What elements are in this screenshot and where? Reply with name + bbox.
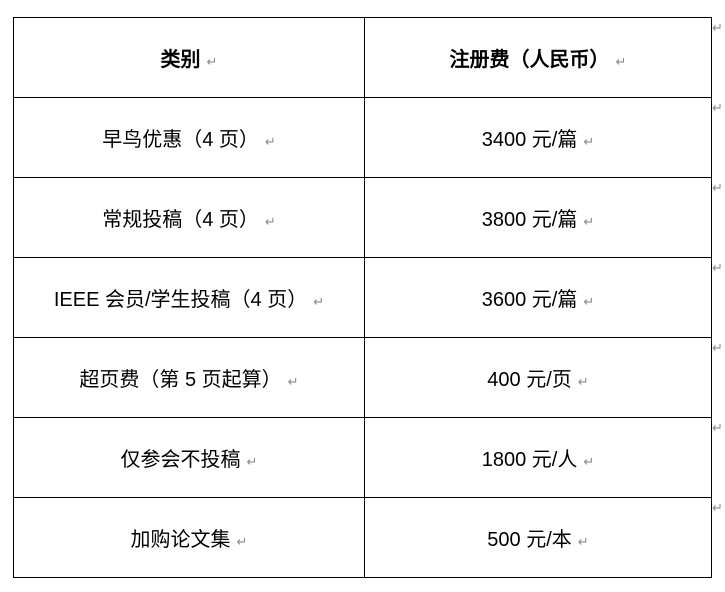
end-of-row-mark: ↵ [712, 100, 723, 115]
fee-cell: 400 元/页 ↵ [364, 337, 712, 418]
category-text: 超页费（第 5 页起算） [79, 369, 282, 391]
fee-cell: 3400 元/篇 ↵ [364, 97, 712, 178]
category-text: 早鸟优惠（4 页） [102, 129, 259, 151]
registration-fee-table: 类别 ↵ 注册费（人民币） ↵ 早鸟优惠（4 页） ↵ 3400 元/篇 ↵ 常规投稿（… [13, 17, 712, 578]
header-category-cell: 类别 ↵ [13, 17, 365, 98]
category-cell: 加购论文集 ↵ [13, 497, 365, 578]
end-of-cell-mark: ↵ [287, 374, 299, 389]
end-of-cell-mark: ↵ [583, 134, 595, 149]
end-of-cell-mark: ↵ [313, 294, 325, 309]
category-cell: 常规投稿（4 页） ↵ [13, 177, 365, 258]
end-of-row-mark: ↵ [712, 340, 723, 355]
fee-cell: 3800 元/篇 ↵ [364, 177, 712, 258]
category-cell: IEEE 会员/学生投稿（4 页） ↵ [13, 257, 365, 338]
table-row: 早鸟优惠（4 页） ↵ 3400 元/篇 ↵ [13, 97, 712, 178]
category-text: 加购论文集 [130, 529, 231, 551]
fee-text: 3400 元/篇 [481, 129, 578, 151]
table-header-row: 类别 ↵ 注册费（人民币） ↵ [13, 17, 712, 98]
end-of-row-mark: ↵ [712, 260, 723, 275]
end-of-cell-mark: ↵ [577, 374, 589, 389]
fee-text: 3600 元/篇 [481, 289, 578, 311]
end-of-cell-mark: ↵ [583, 454, 595, 469]
end-of-cell-mark: ↵ [236, 534, 248, 549]
end-of-cell-mark: ↵ [206, 54, 218, 69]
fee-text: 400 元/页 [487, 369, 572, 391]
table-row: 常规投稿（4 页） ↵ 3800 元/篇 ↵ [13, 177, 712, 258]
end-of-row-mark: ↵ [712, 420, 723, 435]
category-text: IEEE 会员/学生投稿（4 页） [53, 289, 308, 311]
end-of-cell-mark: ↵ [264, 214, 276, 229]
end-of-row-mark: ↵ [712, 500, 723, 515]
table-row: 加购论文集 ↵ 500 元/本 ↵ [13, 497, 712, 578]
end-of-row-mark: ↵ [712, 20, 723, 35]
category-text: 仅参会不投稿 [120, 449, 241, 471]
end-of-cell-mark: ↵ [583, 214, 595, 229]
end-of-cell-mark: ↵ [264, 134, 276, 149]
end-of-cell-mark: ↵ [583, 294, 595, 309]
header-fee-label: 注册费（人民币） [449, 49, 610, 71]
category-cell: 仅参会不投稿 ↵ [13, 417, 365, 498]
header-category-label: 类别 [160, 49, 201, 71]
end-of-cell-mark: ↵ [246, 454, 258, 469]
fee-text: 1800 元/人 [481, 449, 578, 471]
category-cell: 超页费（第 5 页起算） ↵ [13, 337, 365, 418]
end-of-cell-mark: ↵ [615, 54, 627, 69]
table-row: 超页费（第 5 页起算） ↵ 400 元/页 ↵ [13, 337, 712, 418]
fee-text: 3800 元/篇 [481, 209, 578, 231]
category-text: 常规投稿（4 页） [102, 209, 259, 231]
table-row: 仅参会不投稿 ↵ 1800 元/人 ↵ [13, 417, 712, 498]
header-fee-cell: 注册费（人民币） ↵ [364, 17, 712, 98]
category-cell: 早鸟优惠（4 页） ↵ [13, 97, 365, 178]
fee-text: 500 元/本 [487, 529, 572, 551]
table-row: IEEE 会员/学生投稿（4 页） ↵ 3600 元/篇 ↵ [13, 257, 712, 338]
end-of-row-mark: ↵ [712, 180, 723, 195]
fee-cell: 500 元/本 ↵ [364, 497, 712, 578]
fee-cell: 1800 元/人 ↵ [364, 417, 712, 498]
end-of-cell-mark: ↵ [577, 534, 589, 549]
fee-cell: 3600 元/篇 ↵ [364, 257, 712, 338]
